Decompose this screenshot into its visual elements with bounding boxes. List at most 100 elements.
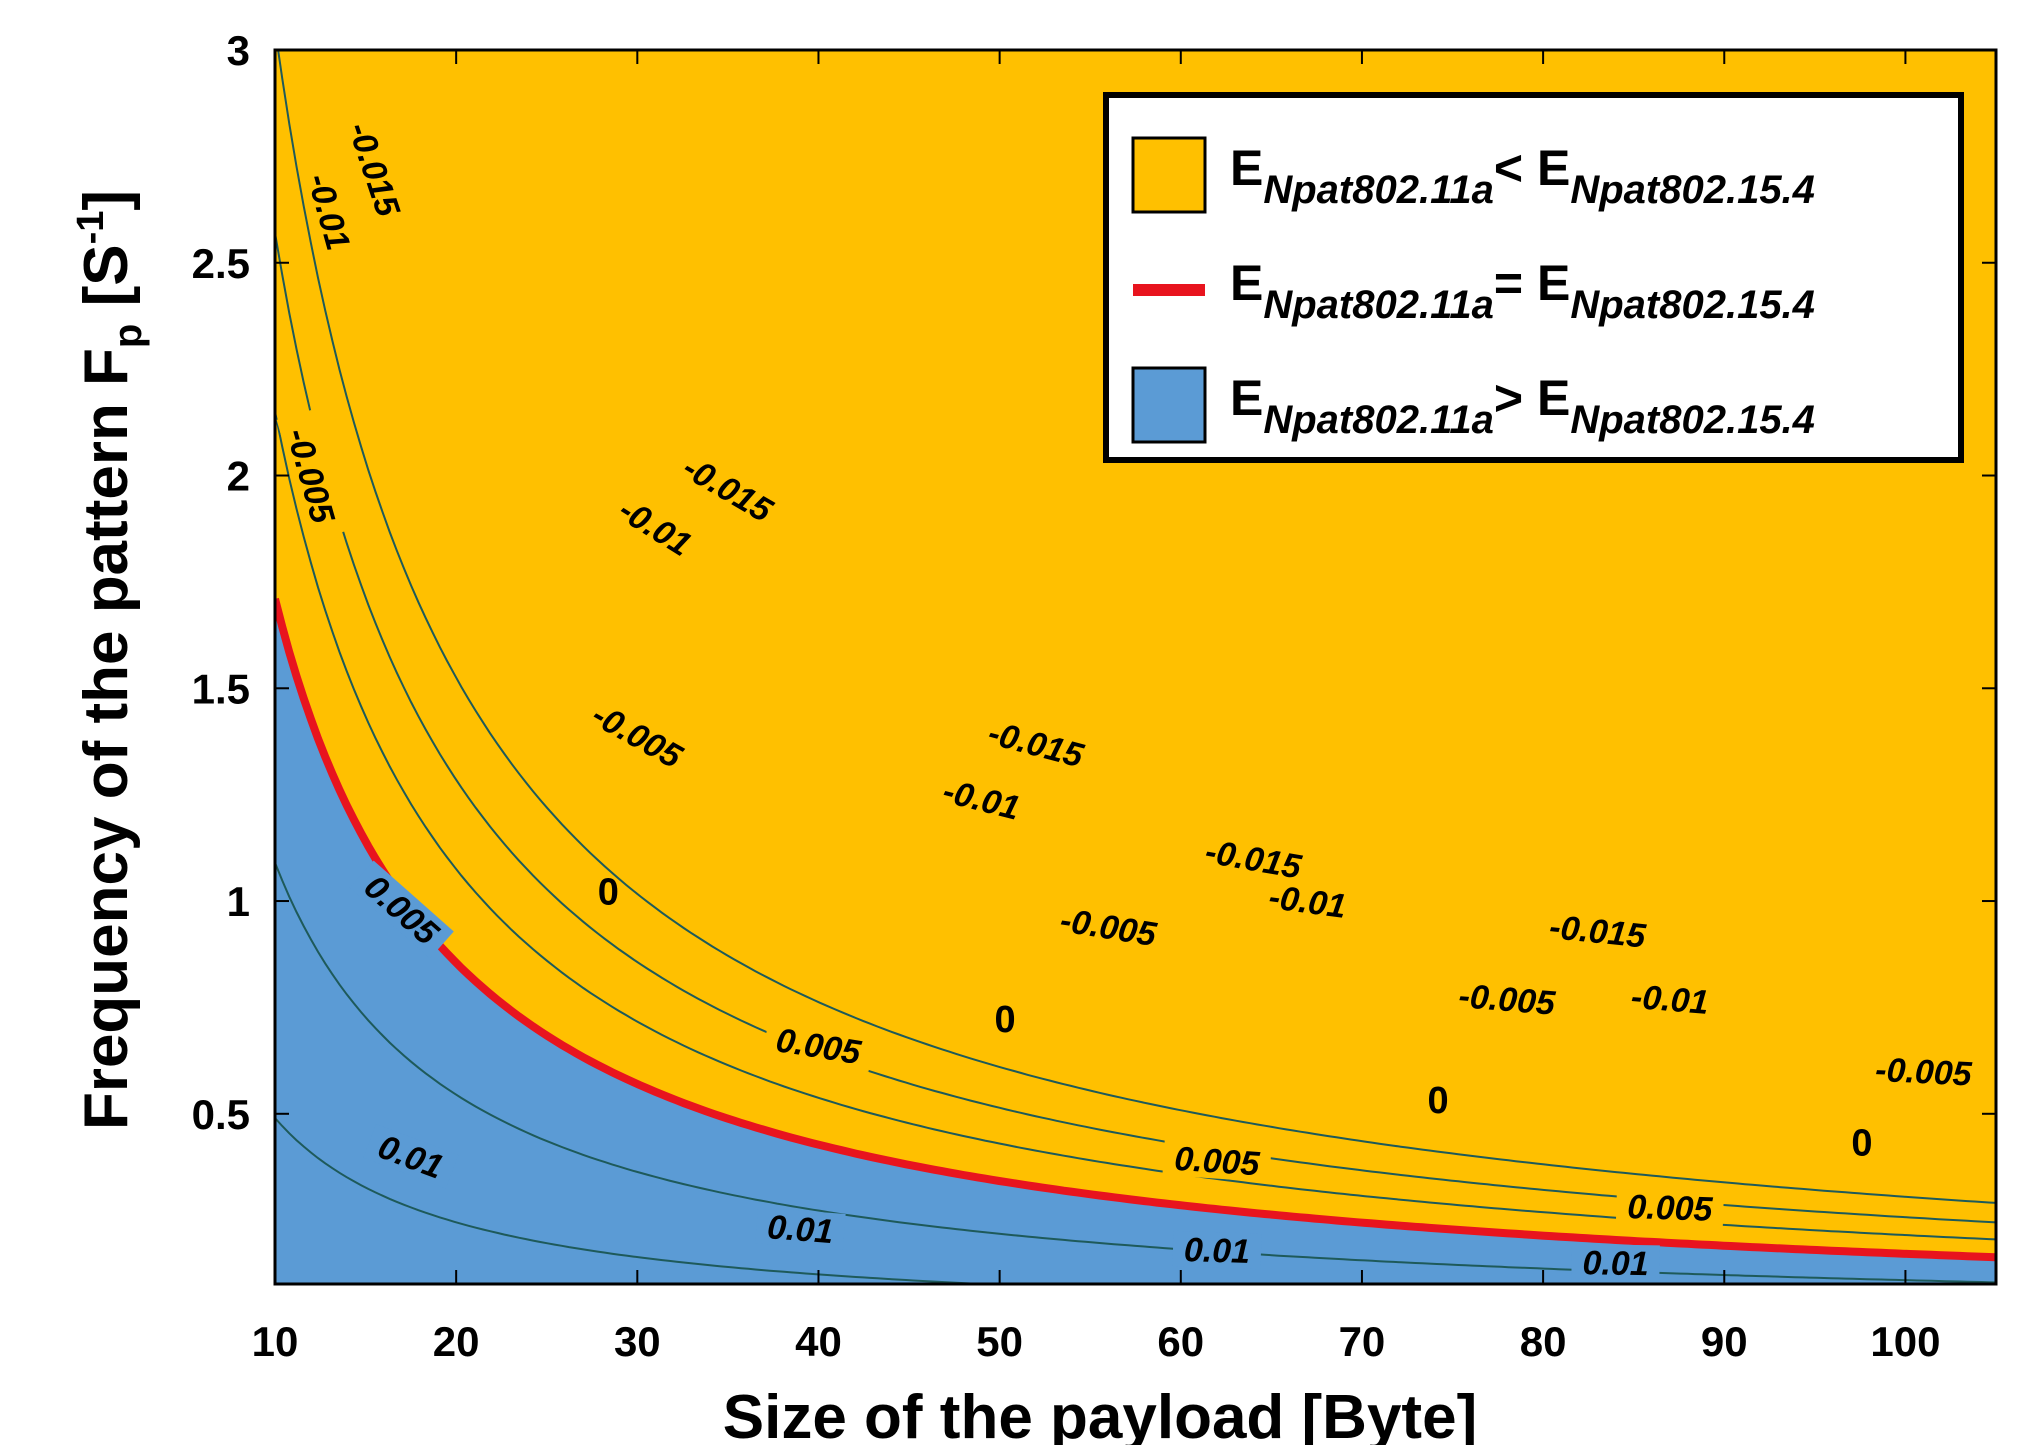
- x-tick-label: 30: [614, 1318, 661, 1365]
- contour-label-gap: [573, 688, 702, 782]
- x-tick-label: 60: [1157, 1318, 1204, 1365]
- y-axis-title: Frequency of the pattern Fp [S-1]: [70, 190, 150, 1130]
- contour-label-gap: [1532, 906, 1663, 956]
- x-tick-label: 50: [976, 1318, 1023, 1365]
- contour-label-gap: [276, 409, 346, 542]
- contour-label: -0.005: [1442, 975, 1572, 1023]
- contour-label: 0.01: [1571, 1244, 1660, 1283]
- x-tick-label: 90: [1701, 1318, 1748, 1365]
- zero-boundary-line: [275, 597, 1996, 1262]
- contour-label-text: 0.01: [1183, 1231, 1250, 1271]
- contour-label: -0.01: [1252, 875, 1364, 927]
- y-axis-title-sub: p: [106, 324, 150, 348]
- tick-labels: 10 20 30 40 50 60 70 80 90 100 0.5 1 1.5 2 2.5 3: [192, 27, 1941, 1365]
- y-tick-label: 0.5: [192, 1091, 250, 1138]
- y-tick-label: 1: [227, 878, 250, 925]
- legend-entry-part: <: [1494, 140, 1523, 196]
- contour-line: [275, 1117, 1003, 1284]
- legend-entry-part: E: [1523, 140, 1570, 196]
- contour-label-text: -0.005: [1457, 977, 1557, 1023]
- contour-label-gap: [1442, 975, 1572, 1023]
- legend-entry-part: Npat802.15.4: [1570, 168, 1815, 212]
- plot-frame: [273, 48, 1998, 1286]
- contour-label-text: 0.005: [1173, 1140, 1262, 1184]
- contour-label-text: 0.01: [1582, 1244, 1649, 1283]
- contour-label-gap: [970, 710, 1102, 778]
- contour-label-gap: [664, 440, 792, 536]
- contour-label: 0.005: [1615, 1187, 1724, 1229]
- contour-label-text: 0.005: [1627, 1188, 1714, 1229]
- legend-entry-text: ENpat802.11a< ENpat802.15.4: [1230, 140, 1815, 212]
- contour-label-gap: [925, 768, 1038, 830]
- legend-swatch: [1131, 136, 1207, 214]
- x-tick-label: 70: [1339, 1318, 1386, 1365]
- x-tick-label: 10: [252, 1318, 299, 1365]
- contour-label-text: 0.01: [766, 1208, 835, 1251]
- legend-entry-part: E: [1523, 255, 1570, 311]
- contour-label-gap: [337, 103, 412, 235]
- legend-entry-part: Npat802.11a: [1263, 398, 1494, 442]
- contour-label-text: -0.005: [1874, 1051, 1973, 1094]
- contour-label-gap: [1859, 1050, 1988, 1093]
- contour-label: 0.01: [1172, 1230, 1262, 1271]
- x-tick-label: 80: [1520, 1318, 1567, 1365]
- x-tick-label: 100: [1870, 1318, 1940, 1365]
- legend-entry-text: ENpat802.11a= ENpat802.15.4: [1230, 255, 1815, 327]
- contour-label-gap: [349, 860, 454, 959]
- y-axis-title-unit: [S: [72, 244, 141, 323]
- axis-ticks: [274, 49, 1996, 1284]
- contour-label: -0.01: [1615, 976, 1725, 1022]
- legend: ENpat802.11a< ENpat802.15.4ENpat802.11a=…: [1103, 92, 1964, 463]
- y-axis-title-main: Frequency of the pattern F: [72, 348, 141, 1130]
- contour-label-text: -0.01: [1630, 978, 1710, 1022]
- contour-line: [275, 862, 1996, 1284]
- legend-entry-part: Npat802.11a: [1263, 283, 1494, 327]
- contour-label-gap: [363, 1123, 459, 1189]
- legend-entry-part: E: [1230, 140, 1263, 196]
- legend-entry-part: Npat802.11a: [1263, 168, 1494, 212]
- legend-entry-part: =: [1494, 255, 1523, 311]
- legend-entry-part: Npat802.15.4: [1570, 398, 1815, 442]
- contour-label-text: 0: [1851, 1123, 1872, 1165]
- legend-entry-part: >: [1494, 370, 1523, 426]
- contour-label: -0.015: [1188, 829, 1319, 888]
- legend-entry-part: E: [1230, 255, 1263, 311]
- contour-label-gap: [1162, 1139, 1272, 1183]
- y-axis-title-sup: -1: [70, 211, 112, 245]
- legend-line-swatch: [1133, 284, 1205, 296]
- contour-label-gap: [1043, 898, 1174, 955]
- legend-swatch: [1131, 366, 1207, 444]
- contour-label-gap: [297, 155, 362, 269]
- contour-label-gap: [600, 482, 711, 571]
- contour-label-gap: [1615, 1187, 1724, 1228]
- contour-label: 0.01: [755, 1207, 846, 1251]
- contour-label: 0: [1851, 1123, 1872, 1165]
- contour-label: 0.005: [1162, 1139, 1272, 1184]
- x-tick-label: 20: [433, 1318, 480, 1365]
- legend-box: [1103, 92, 1964, 463]
- legend-entry-part: E: [1230, 370, 1263, 426]
- contour-labels: -0.015-0.015-0.015-0.015-0.015-0.01-0.01…: [276, 103, 1988, 1283]
- contour-label-gap: [1571, 1244, 1660, 1282]
- legend-entry-part: Npat802.15.4: [1570, 283, 1815, 327]
- contour-label-gap: [1252, 875, 1364, 927]
- contour-line: [277, 50, 1996, 1204]
- contour-label-gap: [762, 1019, 875, 1072]
- contour-label: -0.005: [1859, 1050, 1988, 1094]
- contour-label-gap: [1172, 1230, 1262, 1270]
- contour-label-gap: [755, 1207, 846, 1250]
- x-axis-title: Size of the payload [Byte]: [723, 1383, 1477, 1445]
- contour-label-gap: [1188, 829, 1319, 888]
- contour-label-text: 0: [598, 872, 619, 914]
- contour-label: 0: [598, 872, 619, 914]
- contour-label-text: 0: [1427, 1080, 1448, 1122]
- x-tick-label: 40: [795, 1318, 842, 1365]
- y-tick-label: 1.5: [192, 665, 250, 712]
- contour-label: 0: [1427, 1080, 1448, 1122]
- contour-label-text: 0: [995, 999, 1016, 1041]
- y-tick-label: 2: [227, 453, 250, 500]
- y-axis-title-close: ]: [72, 190, 141, 211]
- legend-entry-part: E: [1523, 370, 1570, 426]
- contour-label-gap: [1615, 976, 1725, 1022]
